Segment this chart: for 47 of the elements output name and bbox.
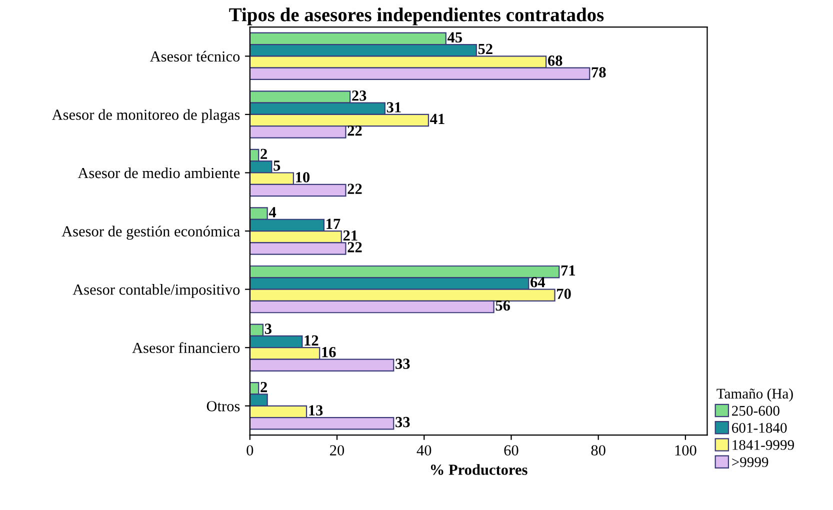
- data-label: 22: [348, 184, 362, 194]
- chart-title: Tipos de asesores independientes contratados: [229, 8, 604, 26]
- data-label: 31: [386, 102, 401, 112]
- data-label: 4: [268, 207, 276, 218]
- data-label: 13: [309, 405, 323, 416]
- data-label: 23: [352, 90, 366, 101]
- data-label: 33: [396, 416, 410, 428]
- y-tick-label: Asesor contable/impositivo: [72, 284, 240, 298]
- y-tick-label: Asesor financiero: [132, 342, 240, 354]
- data-label: 64: [530, 277, 546, 288]
- data-label: 22: [348, 126, 362, 136]
- data-label: 10: [296, 172, 310, 182]
- y-tick-label: Asesor de medio ambiente: [78, 167, 240, 178]
- legend-title: Tamaño (Ha): [716, 388, 793, 402]
- data-label: 5: [274, 160, 280, 171]
- y-tick-label: Asesor de gestión económica: [62, 226, 240, 240]
- data-label: 52: [478, 44, 492, 54]
- legend-label: >9999: [732, 457, 768, 468]
- data-label: 16: [322, 346, 336, 358]
- x-axis-title: % Productores: [430, 464, 528, 475]
- x-tick-label: 0: [246, 445, 254, 456]
- y-tick-label: Asesor de monitoreo de plagas: [52, 109, 240, 124]
- x-tick-label: 20: [330, 445, 344, 456]
- data-label: 33: [396, 358, 410, 369]
- data-label: 78: [592, 67, 606, 78]
- data-label: 2: [260, 382, 267, 392]
- x-tick-label: 60: [504, 445, 518, 456]
- data-label: 71: [561, 265, 576, 276]
- data-label: 22: [348, 242, 362, 252]
- legend-label: 601-1840: [732, 422, 787, 433]
- data-label: 45: [447, 32, 462, 43]
- data-label: 41: [430, 114, 444, 124]
- data-label: 68: [548, 56, 562, 66]
- y-tick-label: Asesor técnico: [150, 50, 240, 62]
- data-label: 56: [496, 300, 510, 311]
- x-tick-label: 40: [416, 445, 432, 456]
- y-tick-label: Otros: [206, 401, 240, 412]
- legend-label: 1841-9999: [732, 440, 794, 450]
- data-label: 12: [304, 335, 318, 346]
- data-label: 70: [557, 288, 571, 299]
- x-tick-label: 80: [591, 445, 606, 456]
- legend-label: 250-600: [732, 406, 780, 416]
- data-label: 21: [343, 230, 358, 241]
- x-tick-label: 100: [675, 445, 696, 456]
- data-label: 17: [326, 218, 340, 229]
- data-label: 2: [260, 148, 267, 159]
- data-label: 3: [264, 324, 272, 334]
